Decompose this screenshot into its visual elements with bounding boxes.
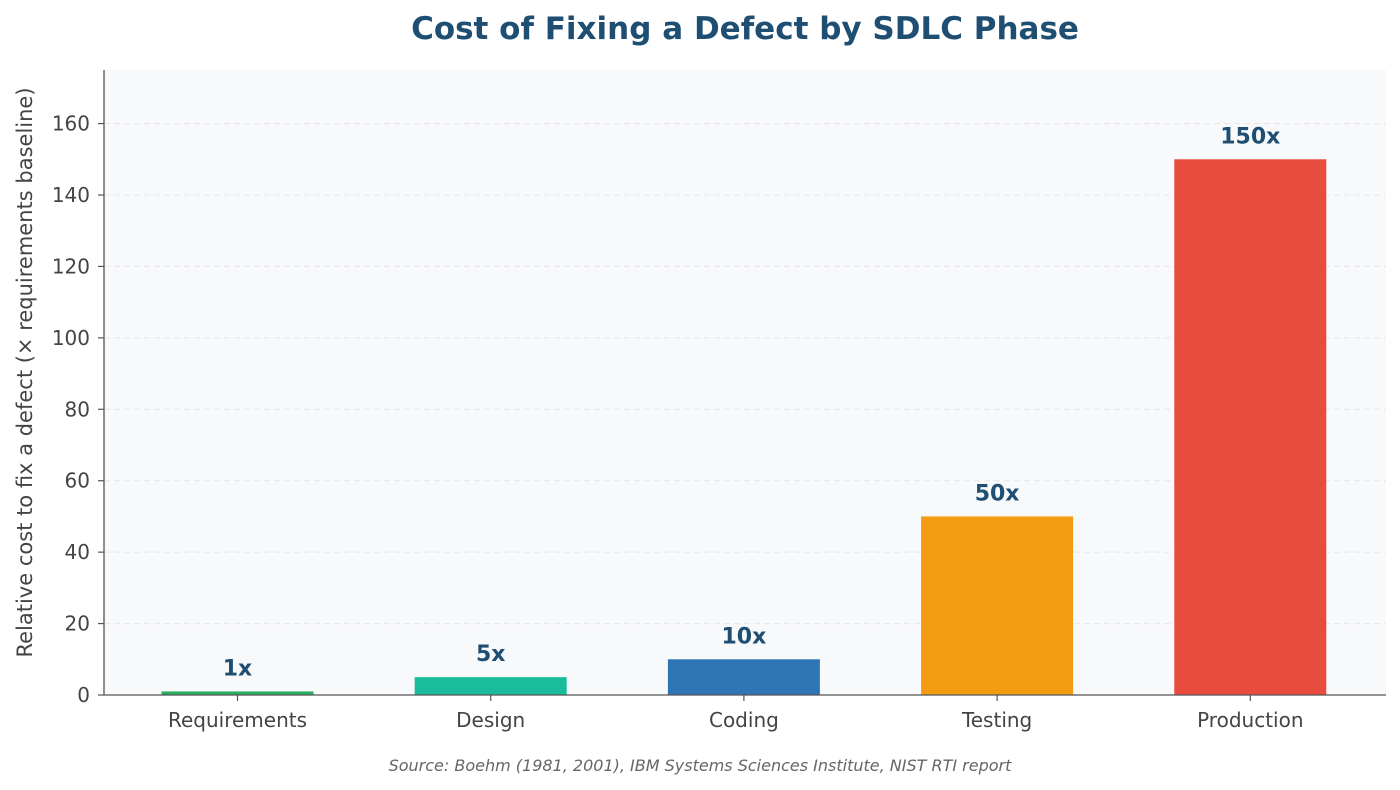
data-label-design: 5x xyxy=(476,642,506,667)
y-tick-label: 100 xyxy=(52,326,90,350)
y-tick-label: 40 xyxy=(65,540,90,564)
bars xyxy=(161,159,1327,696)
x-tick-label: Production xyxy=(1197,708,1303,732)
bar-coding xyxy=(667,659,820,695)
y-tick-label: 80 xyxy=(65,397,90,421)
y-tick-label: 0 xyxy=(77,683,90,707)
chart-title: Cost of Fixing a Defect by SDLC Phase xyxy=(411,11,1079,47)
bar-testing xyxy=(921,516,1074,695)
y-tick-labels: 0 20 40 60 80 100 120 140 160 xyxy=(52,112,90,707)
y-tick-label: 60 xyxy=(65,469,90,493)
data-labels: 1x 5x 10x 50x 150x xyxy=(223,124,1281,681)
x-tick-label: Coding xyxy=(709,708,779,732)
x-tick-label: Requirements xyxy=(168,708,307,732)
bar-production xyxy=(1174,159,1327,696)
data-label-testing: 50x xyxy=(975,481,1020,506)
axes xyxy=(98,70,1386,701)
y-axis-label: Relative cost to fix a defect (× require… xyxy=(13,87,37,657)
gridlines xyxy=(104,123,1386,625)
source-note: Source: Boehm (1981, 2001), IBM Systems … xyxy=(389,756,1013,775)
data-label-requirements: 1x xyxy=(223,656,253,681)
y-tick-label: 20 xyxy=(65,612,90,636)
bar-requirements xyxy=(161,691,314,695)
y-tick-label: 160 xyxy=(52,112,90,136)
bar-design xyxy=(414,677,567,695)
x-tick-label: Testing xyxy=(961,708,1032,732)
y-tick-label: 140 xyxy=(52,183,90,207)
x-tick-label: Design xyxy=(456,708,525,732)
data-label-coding: 10x xyxy=(721,624,766,649)
x-tick-labels: Requirements Design Coding Testing Productio… xyxy=(168,708,1304,732)
data-label-production: 150x xyxy=(1220,124,1280,149)
y-tick-label: 120 xyxy=(52,254,90,278)
plot-area xyxy=(104,70,1386,695)
